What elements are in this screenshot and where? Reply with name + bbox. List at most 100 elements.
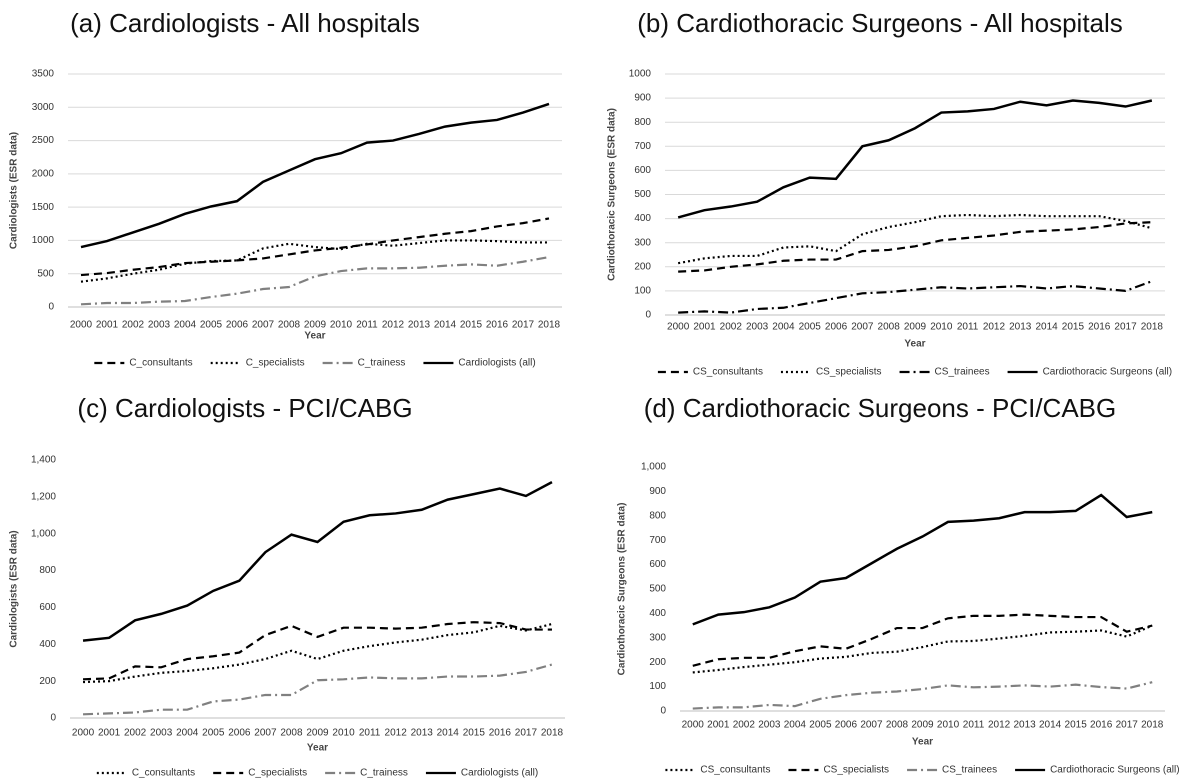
- x-axis-label: Year: [912, 737, 933, 748]
- y-axis-label: Cardiothoracic Surgeons (ESR data): [617, 503, 628, 676]
- series-line: [80, 255, 550, 306]
- x-tick-label: 2014: [437, 728, 460, 739]
- y-tick-label: 900: [634, 93, 651, 104]
- y-tick-label: 0: [660, 706, 666, 717]
- series-line: [80, 217, 550, 277]
- series-line: [692, 624, 1153, 674]
- x-tick-label: 2003: [758, 720, 781, 731]
- series-line: [80, 239, 549, 283]
- x-tick-label: 2011: [359, 728, 381, 739]
- x-tick-label: 2006: [228, 728, 251, 739]
- x-tick-label: 2009: [304, 320, 327, 331]
- x-tick-label: 2005: [200, 320, 223, 331]
- x-tick-label: 2012: [385, 728, 408, 739]
- y-tick-label: 1000: [629, 69, 652, 80]
- x-tick-label: 2002: [733, 720, 756, 731]
- x-tick-label: 2011: [356, 320, 378, 331]
- y-tick-label: 0: [645, 310, 651, 321]
- y-axis-label: Cardiologists (ESR data): [9, 132, 20, 249]
- x-axis-label: Year: [304, 331, 325, 342]
- x-tick-label: 2010: [930, 322, 953, 333]
- y-tick-label: 500: [634, 189, 651, 200]
- x-tick-label: 2012: [983, 322, 1006, 333]
- y-tick-label: 800: [39, 565, 56, 576]
- legend-label: C_trainess: [358, 358, 406, 369]
- x-tick-label: 2013: [1013, 720, 1036, 731]
- x-tick-label: 2009: [306, 728, 329, 739]
- legend-label: Cardiologists (all): [458, 358, 535, 369]
- x-tick-label: 2007: [252, 320, 275, 331]
- x-tick-label: 2008: [886, 720, 909, 731]
- x-tick-label: 2018: [1141, 720, 1164, 731]
- x-tick-label: 2015: [460, 320, 483, 331]
- x-tick-label: 2013: [411, 728, 434, 739]
- chart-title: (a) Cardiologists - All hospitals: [70, 8, 420, 38]
- legend-label: C_consultants: [129, 358, 192, 369]
- legend-label: Cardiothoracic Surgeons (all): [1043, 367, 1173, 378]
- x-tick-label: 2017: [1114, 322, 1137, 333]
- y-tick-label: 400: [39, 639, 56, 650]
- x-tick-label: 2013: [1009, 322, 1032, 333]
- y-tick-label: 500: [37, 268, 54, 279]
- y-tick-label: 100: [649, 681, 666, 692]
- x-tick-label: 2011: [957, 322, 979, 333]
- y-tick-label: 500: [649, 584, 666, 595]
- x-tick-label: 2015: [1065, 720, 1088, 731]
- x-tick-label: 2006: [825, 322, 848, 333]
- y-tick-label: 1500: [32, 202, 55, 213]
- x-tick-label: 2010: [937, 720, 960, 731]
- x-tick-label: 2002: [124, 728, 147, 739]
- x-tick-label: 2013: [408, 320, 431, 331]
- x-tick-label: 2000: [682, 720, 705, 731]
- y-tick-label: 0: [48, 302, 54, 313]
- y-tick-label: 1,200: [31, 491, 56, 502]
- x-tick-label: 2017: [1116, 720, 1139, 731]
- y-tick-label: 700: [634, 141, 651, 152]
- series-line: [80, 102, 550, 249]
- y-tick-label: 700: [649, 535, 666, 546]
- y-tick-label: 200: [649, 657, 666, 668]
- series-line: [692, 681, 1153, 710]
- legend-label: C_consultants: [132, 768, 195, 779]
- y-tick-label: 400: [634, 213, 651, 224]
- x-tick-label: 2016: [1088, 322, 1111, 333]
- x-tick-label: 2015: [463, 728, 486, 739]
- x-tick-label: 2009: [904, 322, 927, 333]
- y-tick-label: 100: [634, 286, 651, 297]
- x-tick-label: 2018: [541, 728, 564, 739]
- x-tick-label: 2011: [963, 720, 985, 731]
- x-tick-label: 2004: [784, 720, 807, 731]
- x-tick-label: 2003: [148, 320, 171, 331]
- y-tick-label: 300: [649, 632, 666, 643]
- x-tick-label: 2009: [911, 720, 934, 731]
- x-tick-label: 2006: [835, 720, 858, 731]
- x-tick-label: 2004: [772, 322, 795, 333]
- x-tick-label: 2015: [1062, 322, 1085, 333]
- x-tick-label: 2016: [489, 728, 512, 739]
- y-tick-label: 0: [50, 713, 56, 724]
- legend-label: CS_consultants: [700, 765, 770, 776]
- y-tick-label: 400: [649, 608, 666, 619]
- x-tick-label: 2004: [176, 728, 199, 739]
- y-tick-label: 600: [634, 165, 651, 176]
- x-tick-label: 2001: [693, 322, 716, 333]
- y-tick-label: 3000: [32, 102, 55, 113]
- y-tick-label: 600: [649, 559, 666, 570]
- series-line: [678, 280, 1153, 314]
- series-line: [678, 221, 1152, 273]
- x-tick-label: 2006: [226, 320, 249, 331]
- y-tick-label: 200: [634, 261, 651, 272]
- x-tick-label: 2007: [851, 322, 874, 333]
- legend-label: CS_consultants: [693, 367, 763, 378]
- x-tick-label: 2016: [486, 320, 509, 331]
- x-tick-label: 2000: [667, 322, 690, 333]
- x-tick-label: 2005: [809, 720, 832, 731]
- series-line: [692, 493, 1153, 626]
- x-axis-label: Year: [904, 339, 925, 350]
- y-tick-label: 1,000: [641, 462, 666, 473]
- legend-label: CS_trainees: [935, 367, 990, 378]
- x-tick-label: 2016: [1090, 720, 1113, 731]
- y-tick-label: 3500: [32, 69, 55, 80]
- x-tick-label: 2003: [150, 728, 173, 739]
- legend-label: Cardiothoracic Surgeons (all): [1050, 765, 1179, 776]
